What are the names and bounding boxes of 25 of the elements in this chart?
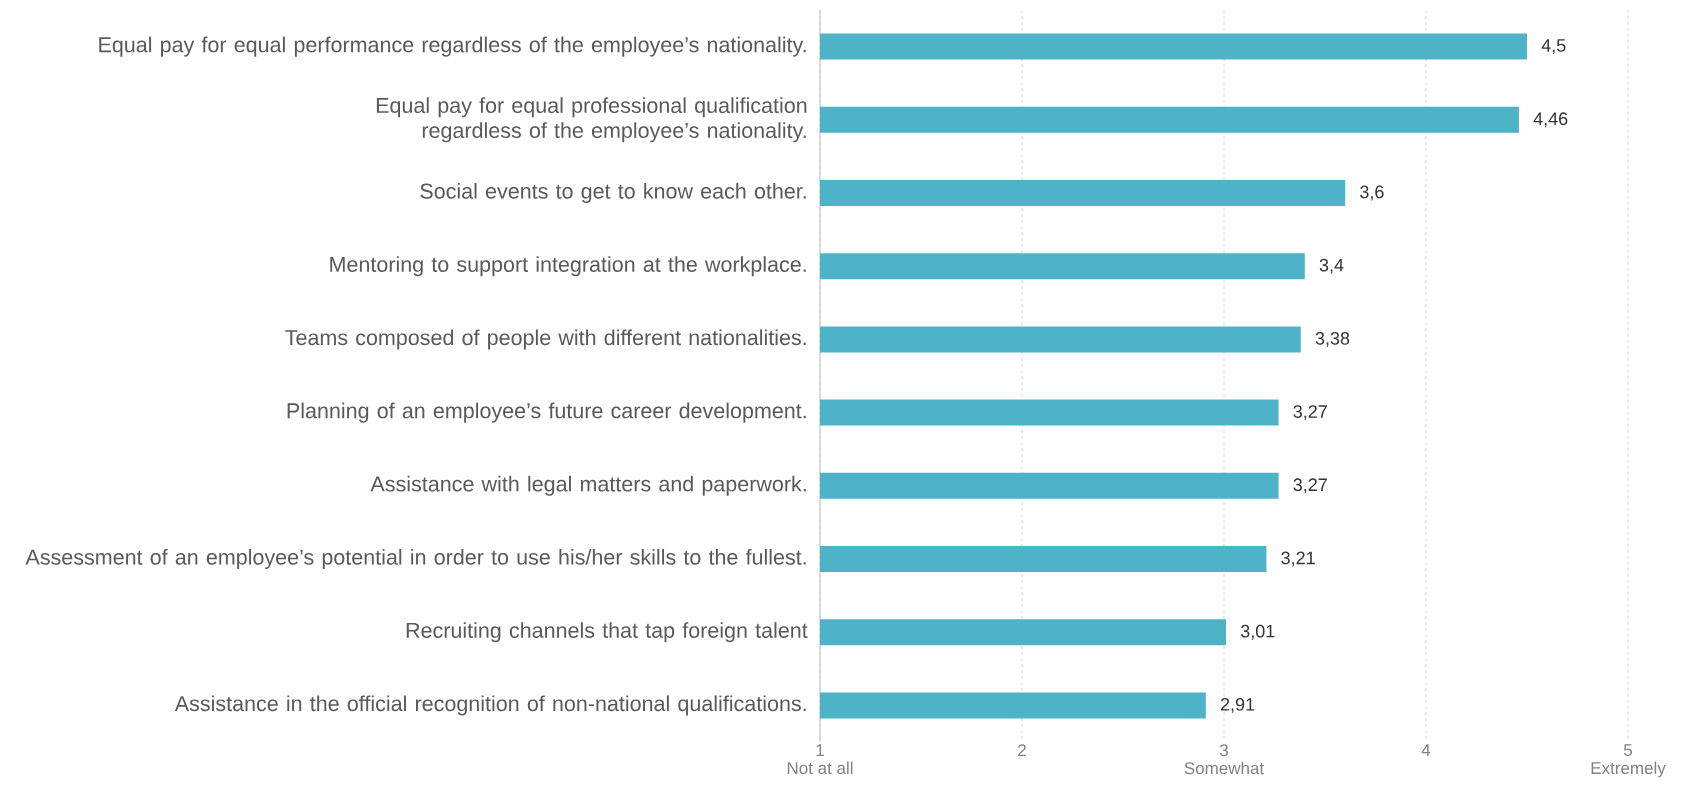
data-label: 3,27 xyxy=(1293,405,1327,421)
x-tick-label: 1 Not at all xyxy=(787,744,853,775)
y-tick-label: Equal pay for equal performance regardless of the employee’s nationality. xyxy=(99,36,806,57)
data-label: 2,91 xyxy=(1220,697,1255,713)
x-tick-label: 5 Extremely xyxy=(1591,744,1666,778)
y-tick-label: Mentoring to support integration at the workplace. xyxy=(330,256,806,277)
data-label: 4,5 xyxy=(1541,39,1566,54)
data-label: 3,21 xyxy=(1281,551,1315,567)
data-label: 3,6 xyxy=(1360,185,1384,201)
y-tick-label: Assistance in the official recognition of non-national qualifications. xyxy=(174,695,806,716)
x-tick-label: 3 Somewhat xyxy=(1184,744,1265,775)
y-tick-label: Assessment of an employee’s potential in order to use his/her skills to the fullest. xyxy=(25,548,806,570)
y-tick-label: Recruiting channels that tap foreign talent xyxy=(406,622,808,643)
x-tick-label: 2 xyxy=(1018,744,1026,757)
data-label: 3,38 xyxy=(1315,331,1350,347)
data-label: 3,27 xyxy=(1293,478,1327,494)
data-label: 4,46 xyxy=(1533,112,1568,128)
y-tick-label: Teams composed of people with different nationalities. xyxy=(285,329,806,350)
data-label: 3,4 xyxy=(1319,258,1344,274)
x-tick-label: 4 xyxy=(1421,744,1431,756)
data-label: 3,01 xyxy=(1240,624,1275,640)
y-tick-label: Equal pay for equal professional qualification regardless of the employee’s nationality. xyxy=(376,97,807,143)
y-tick-label: Social events to get to know each other. xyxy=(420,182,806,204)
y-tick-label: Assistance with legal matters and paperwork. xyxy=(370,475,806,496)
y-tick-label: Planning of an employee’s future career development. xyxy=(287,402,806,423)
